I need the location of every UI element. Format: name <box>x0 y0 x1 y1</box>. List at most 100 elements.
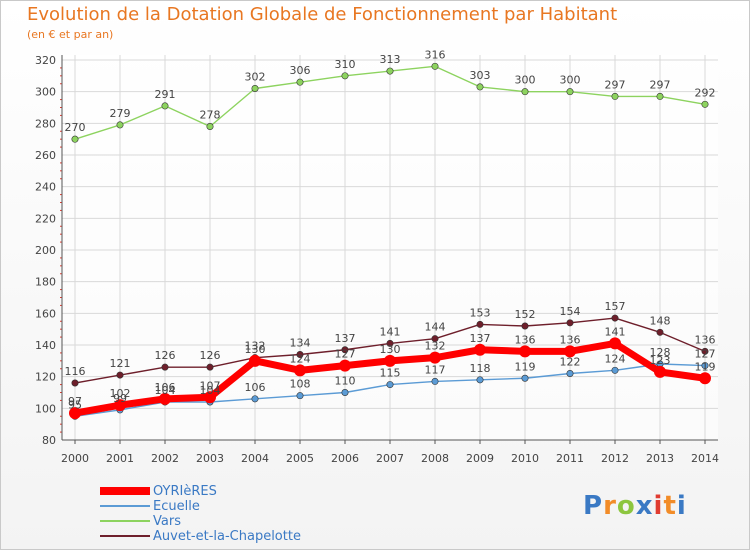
data-label: 291 <box>155 88 176 101</box>
data-label: 136 <box>515 333 536 346</box>
y-minor-tick <box>60 304 62 306</box>
x-tick-label: 2010 <box>511 452 539 465</box>
data-label: 119 <box>515 360 536 373</box>
data-label: 107 <box>200 379 221 392</box>
data-label: 97 <box>68 395 82 408</box>
data-point <box>431 377 439 385</box>
y-minor-tick <box>60 194 62 196</box>
logo-letter: i <box>676 491 687 521</box>
data-label: 102 <box>110 387 131 400</box>
data-point <box>699 372 711 385</box>
data-point <box>611 314 619 322</box>
chart-subtitle: (en € et par an) <box>27 28 114 41</box>
data-point <box>656 92 664 100</box>
x-tick-label: 2000 <box>61 452 89 465</box>
legend-label: Vars <box>153 514 181 529</box>
data-point <box>116 121 124 129</box>
data-point <box>204 391 216 404</box>
y-minor-tick <box>60 99 62 101</box>
data-label: 95 <box>68 398 82 411</box>
data-point <box>611 92 619 100</box>
y-minor-tick <box>60 336 62 338</box>
y-minor-tick <box>60 138 62 140</box>
x-tick-label: 2009 <box>466 452 494 465</box>
data-point <box>566 88 574 96</box>
series-oyri-res <box>69 337 711 420</box>
data-label: 132 <box>425 340 446 353</box>
data-point <box>384 354 396 367</box>
y-tick-label: 80 <box>42 434 56 447</box>
data-label: 144 <box>425 321 446 334</box>
y-minor-tick <box>60 265 62 267</box>
data-point <box>296 392 304 400</box>
legend-swatch <box>100 535 150 537</box>
data-point <box>294 364 306 377</box>
y-minor-tick <box>60 233 62 235</box>
y-minor-tick <box>60 225 62 227</box>
data-label: 297 <box>605 78 626 91</box>
data-label: 278 <box>200 109 221 122</box>
y-minor-tick <box>60 328 62 330</box>
data-label: 152 <box>515 308 536 321</box>
data-label: 126 <box>155 349 176 362</box>
data-point <box>341 72 349 80</box>
data-label: 148 <box>650 314 671 327</box>
y-minor-tick <box>60 423 62 425</box>
x-tick-label: 2008 <box>421 452 449 465</box>
data-point <box>249 354 261 367</box>
y-minor-tick <box>60 107 62 108</box>
data-label: 130 <box>245 343 266 356</box>
data-point <box>69 407 81 420</box>
data-label: 119 <box>695 360 716 373</box>
x-tick-label: 2013 <box>646 452 674 465</box>
data-point <box>566 319 574 327</box>
y-tick-label: 140 <box>35 339 56 352</box>
x-tick-label: 2003 <box>196 452 224 465</box>
x-tick-label: 2007 <box>376 452 404 465</box>
data-label: 104 <box>200 384 221 397</box>
data-label: 134 <box>290 337 311 350</box>
data-label: 118 <box>470 362 491 375</box>
y-tick-label: 220 <box>35 212 56 225</box>
data-label: 316 <box>425 48 446 61</box>
x-tick-label: 2014 <box>691 452 719 465</box>
data-label: 130 <box>380 343 401 356</box>
legend-label: Ecuelle <box>153 499 200 514</box>
data-point <box>564 345 576 358</box>
legend-label: Auvet-et-la-Chapelotte <box>153 529 301 544</box>
data-label: 116 <box>65 365 86 378</box>
data-label: 124 <box>290 352 311 365</box>
data-point <box>701 100 709 108</box>
data-point <box>206 363 214 371</box>
x-tick-label: 2012 <box>601 452 629 465</box>
data-point <box>656 328 664 336</box>
x-tick-label: 2006 <box>331 452 359 465</box>
data-point <box>701 362 709 370</box>
y-minor-tick <box>60 415 62 417</box>
y-tick-label: 120 <box>35 371 56 384</box>
data-point <box>386 339 394 347</box>
y-minor-tick <box>60 297 62 298</box>
y-minor-tick <box>60 178 62 180</box>
y-minor-tick <box>60 209 62 211</box>
data-point <box>701 347 709 355</box>
data-point <box>159 392 171 405</box>
data-label: 128 <box>650 346 671 359</box>
data-label: 310 <box>335 58 356 71</box>
data-point <box>161 102 169 110</box>
data-label: 137 <box>335 332 356 345</box>
data-point <box>566 369 574 377</box>
data-point <box>431 335 439 343</box>
y-tick-label: 100 <box>35 402 56 415</box>
data-label: 122 <box>560 356 581 369</box>
data-label: 132 <box>245 340 266 353</box>
data-label: 110 <box>335 375 356 388</box>
data-label: 279 <box>110 107 131 120</box>
data-label: 127 <box>335 348 356 361</box>
series-auvet-et-la-chapelotte <box>71 314 709 387</box>
data-point <box>611 366 619 374</box>
data-label: 141 <box>380 325 401 338</box>
data-label: 303 <box>470 69 491 82</box>
data-label: 297 <box>650 78 671 91</box>
